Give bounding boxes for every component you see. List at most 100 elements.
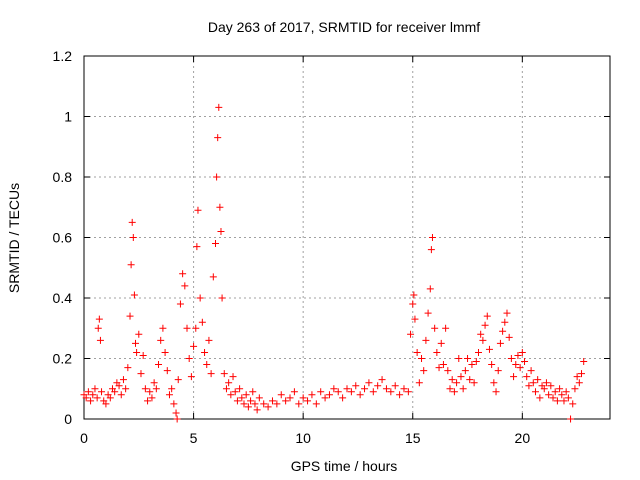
data-point bbox=[507, 355, 515, 362]
data-point bbox=[415, 379, 423, 387]
data-point bbox=[435, 364, 443, 372]
data-point bbox=[157, 336, 165, 344]
data-point bbox=[179, 270, 187, 278]
data-point bbox=[553, 397, 561, 405]
data-point bbox=[277, 391, 285, 399]
data-point bbox=[102, 400, 110, 408]
data-point bbox=[214, 134, 222, 142]
y-tick-label: 0.8 bbox=[53, 169, 73, 185]
data-point bbox=[286, 394, 294, 402]
data-point bbox=[325, 391, 333, 399]
x-axis-label: GPS time / hours bbox=[291, 458, 398, 474]
data-point bbox=[551, 388, 559, 396]
data-point bbox=[457, 373, 465, 381]
data-point bbox=[488, 361, 496, 369]
x-tick-label: 0 bbox=[80, 430, 88, 446]
data-point bbox=[130, 291, 138, 299]
data-point bbox=[428, 234, 436, 241]
data-point bbox=[139, 351, 147, 359]
data-point bbox=[317, 388, 325, 396]
data-point bbox=[227, 391, 235, 399]
data-point bbox=[183, 324, 191, 332]
data-point bbox=[343, 385, 351, 393]
data-point bbox=[542, 379, 550, 387]
data-point bbox=[446, 385, 454, 393]
data-point bbox=[233, 397, 241, 405]
data-point bbox=[382, 385, 390, 393]
data-point bbox=[437, 339, 445, 347]
data-point bbox=[212, 240, 219, 248]
data-point bbox=[106, 394, 114, 402]
data-point bbox=[510, 373, 518, 381]
data-point bbox=[168, 385, 176, 393]
data-point bbox=[453, 379, 461, 387]
data-point bbox=[236, 385, 244, 393]
data-point bbox=[409, 300, 417, 308]
data-point bbox=[365, 379, 373, 387]
data-point bbox=[122, 385, 130, 393]
data-point bbox=[146, 388, 154, 396]
data-point bbox=[205, 336, 213, 344]
data-point bbox=[468, 361, 476, 369]
data-point bbox=[411, 315, 419, 323]
chart-title: Day 263 of 2017, SRMTID for receiver lmm… bbox=[208, 19, 480, 35]
data-point bbox=[176, 300, 184, 308]
data-point bbox=[129, 234, 137, 241]
data-point bbox=[503, 309, 511, 317]
data-point bbox=[98, 388, 106, 396]
data-point bbox=[152, 385, 160, 393]
data-point bbox=[282, 397, 290, 405]
data-point bbox=[222, 385, 230, 393]
data-point bbox=[193, 243, 201, 251]
data-point bbox=[472, 358, 480, 366]
data-point bbox=[115, 382, 123, 390]
data-points bbox=[80, 103, 588, 423]
data-point bbox=[155, 361, 163, 369]
data-point bbox=[466, 376, 474, 384]
data-point bbox=[483, 312, 491, 320]
data-point bbox=[479, 336, 487, 344]
data-point bbox=[545, 391, 553, 399]
data-point bbox=[461, 367, 469, 375]
data-point bbox=[459, 385, 467, 393]
data-point bbox=[470, 379, 478, 387]
data-point bbox=[159, 324, 167, 332]
data-point bbox=[244, 403, 252, 411]
data-point bbox=[410, 291, 418, 299]
data-point bbox=[475, 348, 482, 356]
data-point bbox=[295, 400, 303, 408]
data-point bbox=[562, 388, 570, 396]
data-point bbox=[165, 391, 173, 399]
data-point bbox=[209, 273, 217, 281]
data-point bbox=[516, 364, 524, 372]
data-point bbox=[203, 361, 211, 369]
data-point bbox=[117, 391, 125, 399]
data-point bbox=[564, 394, 572, 402]
data-point bbox=[181, 282, 189, 290]
data-point bbox=[124, 364, 132, 372]
data-point bbox=[531, 388, 539, 396]
data-point bbox=[540, 385, 548, 393]
data-point bbox=[93, 394, 101, 402]
data-point bbox=[89, 391, 97, 399]
data-point bbox=[431, 324, 439, 332]
data-point bbox=[477, 330, 485, 338]
data-point bbox=[442, 324, 450, 332]
data-point bbox=[163, 367, 171, 375]
x-tick-label: 10 bbox=[295, 430, 311, 446]
data-point bbox=[268, 397, 276, 405]
data-point bbox=[352, 382, 360, 390]
data-point bbox=[525, 382, 533, 390]
data-point bbox=[407, 330, 415, 338]
data-point bbox=[485, 345, 493, 353]
data-point bbox=[448, 376, 456, 384]
data-point bbox=[95, 315, 103, 323]
data-point bbox=[334, 388, 342, 396]
data-point bbox=[492, 388, 500, 396]
data-point bbox=[420, 367, 428, 375]
data-point bbox=[521, 358, 529, 366]
data-point bbox=[573, 373, 581, 381]
data-point bbox=[218, 294, 226, 302]
data-point bbox=[173, 415, 181, 423]
